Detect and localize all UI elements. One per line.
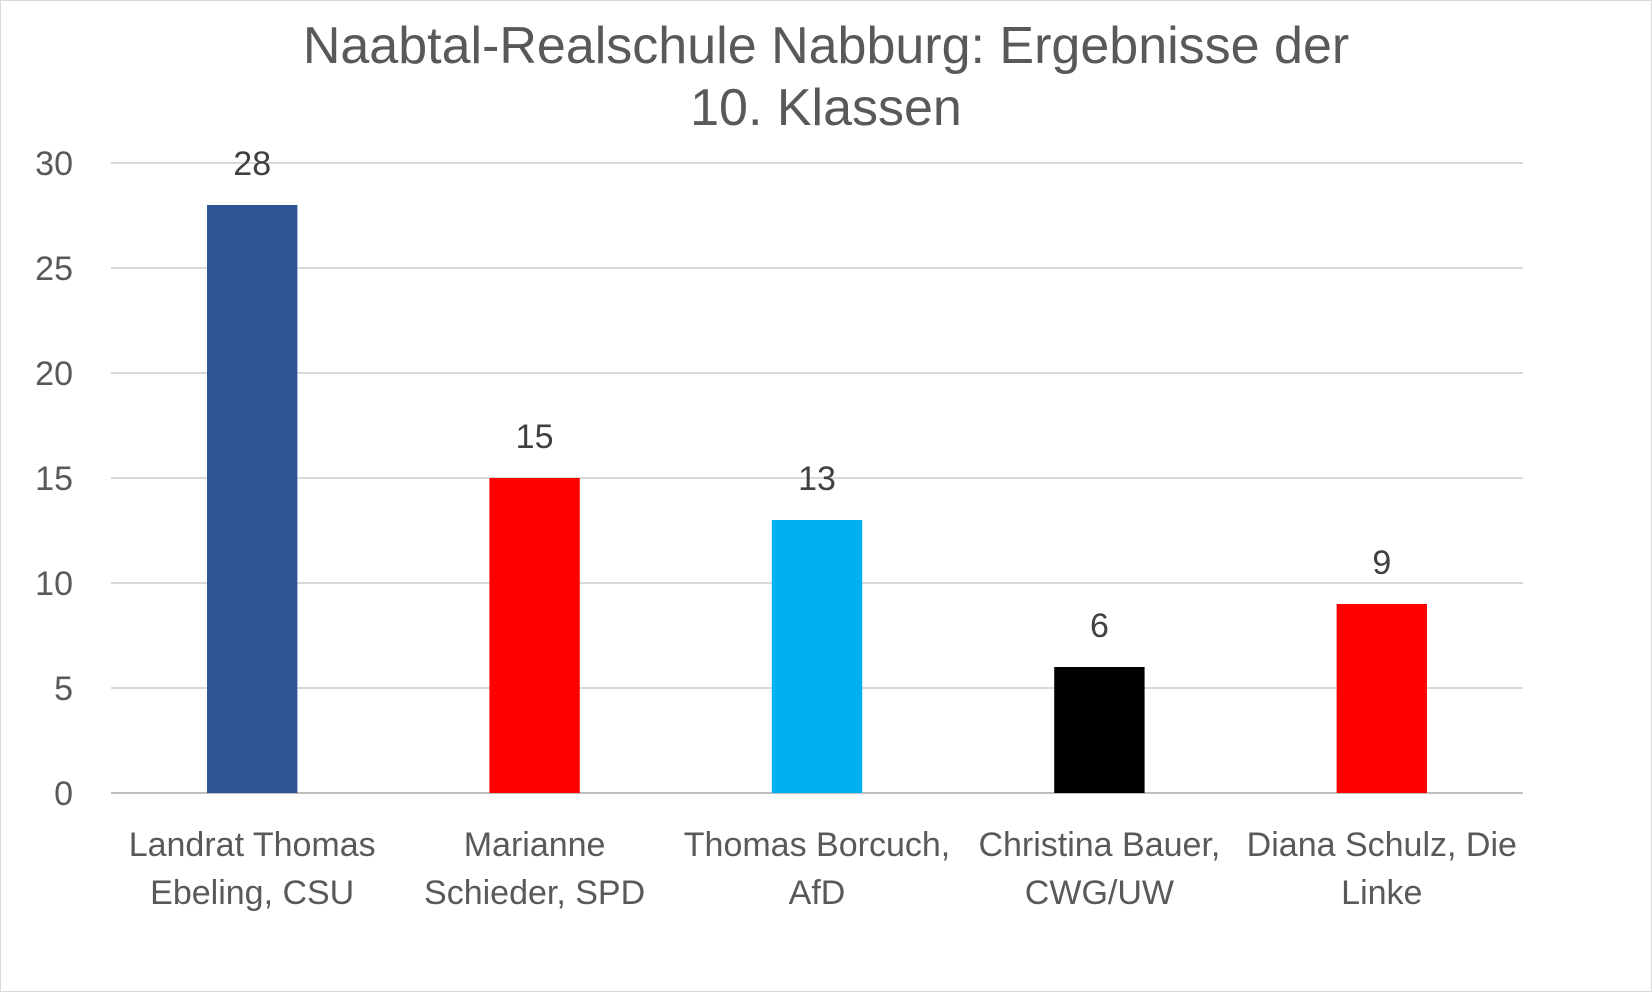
chart-title-line-2: 10. Klassen <box>690 79 962 137</box>
bar-0 <box>207 205 298 793</box>
x-tick-label-2-1: AfD <box>789 874 846 912</box>
bars <box>207 205 1427 793</box>
chart-title: Naabtal-Realschule Nabburg: Ergebnisse d… <box>1 15 1651 139</box>
y-tick-label: 0 <box>54 775 73 813</box>
y-tick-label: 30 <box>35 145 73 183</box>
y-tick-label: 10 <box>35 565 73 603</box>
x-axis-labels: Landrat Thomas Ebeling, CSU Marianne Schied… <box>129 826 1517 912</box>
x-tick-label-1-1: Schieder, SPD <box>424 874 645 912</box>
data-label-0: 28 <box>233 145 271 183</box>
data-label-4: 9 <box>1372 544 1391 582</box>
x-tick-label-0-0: Landrat Thomas <box>129 826 376 864</box>
y-axis-ticks: 0 5 10 15 20 25 30 <box>35 145 73 813</box>
bar-1 <box>489 478 580 793</box>
y-tick-label: 15 <box>35 460 73 498</box>
x-tick-label-0-1: Ebeling, CSU <box>150 874 354 912</box>
y-tick-label: 5 <box>54 670 73 708</box>
y-tick-label: 25 <box>35 250 73 288</box>
x-tick-label-3-0: Christina Bauer, <box>978 826 1220 864</box>
x-tick-label-1-0: Marianne <box>464 826 606 864</box>
data-labels: 28 15 13 6 9 <box>233 145 1391 645</box>
chart-title-line-1: Naabtal-Realschule Nabburg: Ergebnisse d… <box>302 17 1350 75</box>
y-tick-label: 20 <box>35 355 73 393</box>
x-tick-label-3-1: CWG/UW <box>1025 874 1174 912</box>
x-tick-label-4-1: Linke <box>1341 874 1422 912</box>
data-label-3: 6 <box>1090 607 1109 645</box>
x-tick-label-2-0: Thomas Borcuch, <box>684 826 950 864</box>
bar-2 <box>771 520 863 793</box>
bar-3 <box>1054 667 1145 793</box>
data-label-2: 13 <box>798 460 836 498</box>
x-tick-label-4-0: Diana Schulz, Die <box>1247 826 1517 864</box>
bar-4 <box>1336 604 1427 793</box>
data-label-1: 15 <box>516 418 554 456</box>
